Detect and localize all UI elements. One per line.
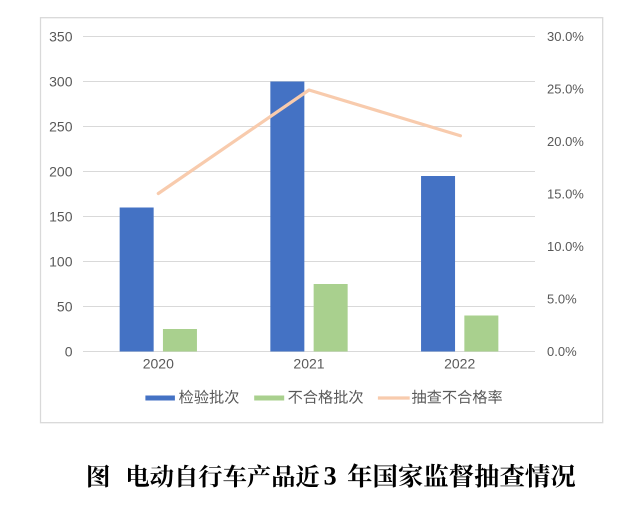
svg-text:150: 150 [49,208,73,224]
svg-text:0.0%: 0.0% [547,344,577,359]
svg-text:250: 250 [49,118,73,134]
svg-text:200: 200 [49,163,73,179]
svg-text:2020: 2020 [143,355,174,371]
svg-text:300: 300 [49,73,73,89]
svg-text:3: 3 [324,461,337,490]
svg-text:10.0%: 10.0% [547,239,584,254]
svg-text:2021: 2021 [293,355,324,371]
svg-text:100: 100 [49,253,73,269]
svg-text:0: 0 [65,343,73,359]
svg-text:20.0%: 20.0% [547,134,584,149]
svg-text:5.0%: 5.0% [547,291,577,306]
svg-text:15.0%: 15.0% [547,186,584,201]
svg-text:30.0%: 30.0% [547,29,584,44]
svg-text:350: 350 [49,28,73,44]
svg-text:50: 50 [57,298,73,314]
svg-text:2022: 2022 [444,355,475,371]
svg-text:25.0%: 25.0% [547,81,584,96]
